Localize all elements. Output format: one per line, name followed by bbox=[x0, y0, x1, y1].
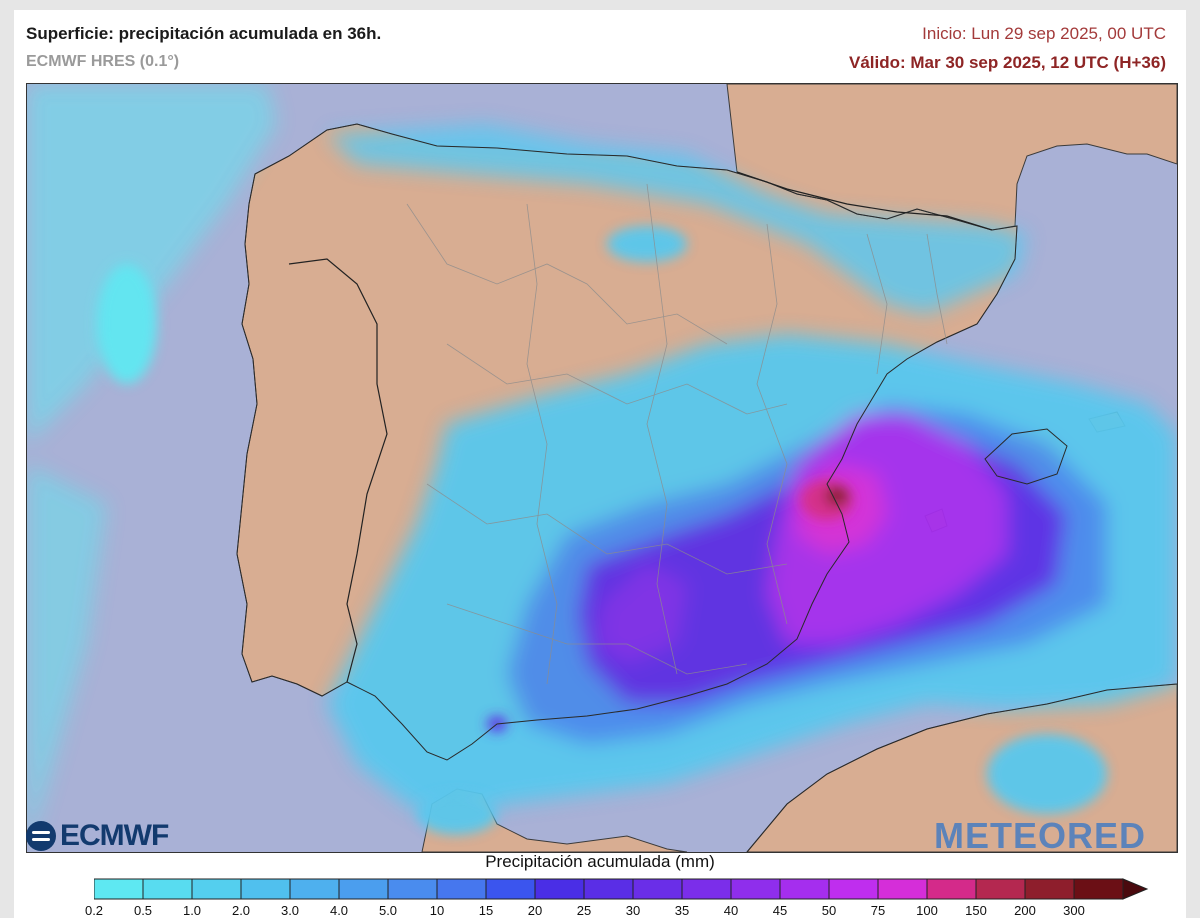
legend-swatch bbox=[730, 878, 781, 900]
legend-tick-label: 300 bbox=[1063, 903, 1085, 918]
legend-swatch bbox=[338, 878, 389, 900]
model-name: ECMWF HRES (0.1°) bbox=[26, 53, 180, 70]
ecmwf-logo: ECMWF bbox=[26, 819, 169, 853]
legend-title: Precipitación acumulada (mm) bbox=[485, 852, 715, 871]
legend-swatch bbox=[828, 878, 879, 900]
legend-swatch bbox=[1024, 878, 1075, 900]
legend-tick-label: 30 bbox=[625, 903, 641, 918]
legend-tick-label: 35 bbox=[674, 903, 690, 918]
legend-swatch bbox=[436, 878, 487, 900]
legend-swatch bbox=[779, 878, 830, 900]
legend-tick-label: 40 bbox=[723, 903, 739, 918]
legend-tick-label: 4.0 bbox=[329, 903, 349, 918]
map-title: Superficie: precipitación acumulada en 3… bbox=[26, 24, 382, 43]
map-svg bbox=[27, 84, 1177, 852]
legend-swatch bbox=[681, 878, 732, 900]
chart-frame: Superficie: precipitación acumulada en 3… bbox=[14, 10, 1186, 918]
legend-tick-label: 200 bbox=[1014, 903, 1036, 918]
legend-swatch bbox=[485, 878, 536, 900]
legend-tick-label: 45 bbox=[772, 903, 788, 918]
legend-tick-label: 0.2 bbox=[84, 903, 104, 918]
precipitation-map bbox=[26, 83, 1178, 853]
legend-arrow bbox=[1122, 878, 1149, 900]
province-borders bbox=[406, 183, 948, 685]
legend-colorbar bbox=[94, 878, 1149, 900]
legend-swatch bbox=[583, 878, 634, 900]
legend-swatch bbox=[289, 878, 340, 900]
legend-swatch bbox=[191, 878, 242, 900]
legend-tick-label: 150 bbox=[965, 903, 987, 918]
legend-tick-label: 1.0 bbox=[182, 903, 202, 918]
legend-swatch bbox=[632, 878, 683, 900]
legend-swatch bbox=[142, 878, 193, 900]
ecmwf-mark-icon bbox=[26, 821, 56, 851]
valid-time: Válido: Mar 30 sep 2025, 12 UTC (H+36) bbox=[849, 53, 1166, 72]
legend-tick-label: 20 bbox=[527, 903, 543, 918]
legend-tick-label: 3.0 bbox=[280, 903, 300, 918]
legend-tick-label: 50 bbox=[821, 903, 837, 918]
legend-swatch bbox=[94, 878, 144, 900]
init-time: Inicio: Lun 29 sep 2025, 00 UTC bbox=[922, 24, 1166, 43]
meteored-logo: METEORED bbox=[933, 815, 1146, 856]
legend-tick-label: 25 bbox=[576, 903, 592, 918]
legend-swatch bbox=[877, 878, 928, 900]
legend-swatch bbox=[387, 878, 438, 900]
legend-swatch bbox=[1073, 878, 1124, 900]
ecmwf-logo-text: ECMWF bbox=[60, 819, 169, 852]
legend-swatch bbox=[975, 878, 1026, 900]
legend-tick-label: 0.5 bbox=[133, 903, 153, 918]
legend-tick-label: 15 bbox=[478, 903, 494, 918]
country-borders bbox=[288, 171, 993, 683]
legend-tick-label: 5.0 bbox=[378, 903, 398, 918]
legend-swatch bbox=[926, 878, 977, 900]
legend-swatch bbox=[534, 878, 585, 900]
legend-swatch bbox=[240, 878, 291, 900]
legend-tick-label: 100 bbox=[916, 903, 938, 918]
legend-tick-label: 75 bbox=[870, 903, 886, 918]
legend-tick-label: 10 bbox=[429, 903, 445, 918]
legend-tick-label: 2.0 bbox=[231, 903, 251, 918]
